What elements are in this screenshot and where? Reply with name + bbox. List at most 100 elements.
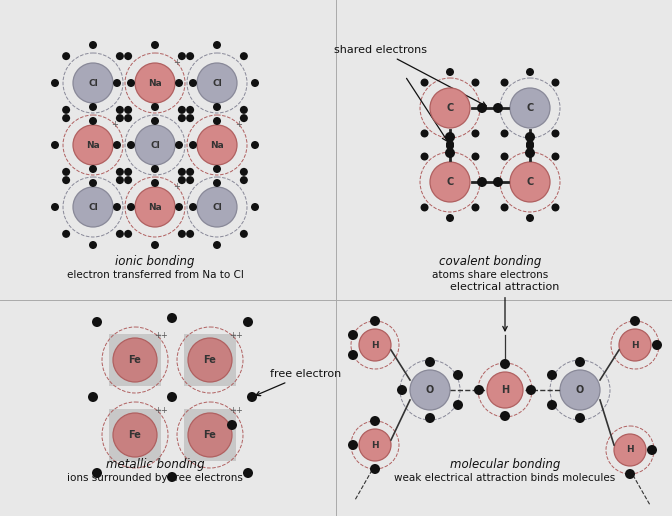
Circle shape [410, 370, 450, 410]
Circle shape [477, 177, 487, 187]
Circle shape [73, 187, 113, 227]
Circle shape [189, 79, 197, 87]
Circle shape [62, 106, 70, 114]
Circle shape [175, 79, 183, 87]
Circle shape [370, 416, 380, 426]
Circle shape [251, 203, 259, 211]
FancyBboxPatch shape [109, 334, 161, 386]
Circle shape [359, 429, 391, 461]
Circle shape [92, 317, 102, 327]
Circle shape [188, 413, 232, 457]
Circle shape [213, 41, 221, 49]
Circle shape [552, 203, 560, 212]
Circle shape [175, 203, 183, 211]
Circle shape [135, 125, 175, 165]
Text: +: + [173, 182, 180, 191]
Circle shape [197, 187, 237, 227]
Circle shape [189, 141, 197, 149]
Circle shape [500, 411, 510, 421]
Circle shape [501, 130, 509, 137]
Circle shape [88, 392, 98, 402]
Circle shape [501, 153, 509, 160]
Circle shape [167, 472, 177, 482]
Circle shape [446, 214, 454, 222]
Circle shape [560, 370, 600, 410]
Circle shape [421, 203, 429, 212]
Text: metallic bonding: metallic bonding [106, 458, 204, 471]
Circle shape [526, 214, 534, 222]
Circle shape [526, 385, 536, 395]
Circle shape [453, 400, 463, 410]
Text: Cl: Cl [88, 202, 98, 212]
Text: ++: ++ [229, 331, 243, 340]
Text: Fe: Fe [128, 355, 141, 365]
Circle shape [547, 370, 557, 380]
Circle shape [116, 230, 124, 238]
FancyBboxPatch shape [184, 409, 236, 461]
Circle shape [127, 141, 135, 149]
Circle shape [240, 52, 248, 60]
Circle shape [113, 79, 121, 87]
Circle shape [178, 176, 186, 184]
Circle shape [116, 106, 124, 114]
Text: electrical attraction: electrical attraction [450, 282, 560, 331]
Circle shape [630, 316, 640, 326]
Text: Na: Na [86, 140, 100, 150]
Text: shared electrons: shared electrons [333, 45, 487, 106]
Text: Fe: Fe [204, 355, 216, 365]
Circle shape [178, 114, 186, 122]
Circle shape [446, 68, 454, 76]
Circle shape [73, 125, 113, 165]
Circle shape [247, 392, 257, 402]
Circle shape [500, 359, 510, 369]
Circle shape [251, 141, 259, 149]
Text: C: C [526, 103, 534, 113]
Circle shape [370, 316, 380, 326]
Circle shape [89, 165, 97, 173]
Circle shape [251, 79, 259, 87]
Circle shape [113, 141, 121, 149]
Text: H: H [626, 445, 634, 455]
Circle shape [445, 148, 455, 158]
Text: free electron: free electron [256, 369, 341, 396]
Circle shape [213, 241, 221, 249]
Circle shape [240, 106, 248, 114]
Circle shape [453, 370, 463, 380]
Circle shape [151, 41, 159, 49]
Circle shape [89, 103, 97, 111]
Circle shape [127, 203, 135, 211]
Text: Na: Na [210, 140, 224, 150]
Circle shape [124, 168, 132, 176]
Circle shape [51, 79, 59, 87]
FancyBboxPatch shape [109, 409, 161, 461]
Text: H: H [371, 441, 379, 449]
Circle shape [525, 148, 535, 158]
Text: Na: Na [148, 78, 162, 88]
Text: weak electrical attraction binds molecules: weak electrical attraction binds molecul… [394, 473, 616, 483]
Circle shape [127, 79, 135, 87]
Circle shape [493, 103, 503, 113]
Circle shape [474, 385, 484, 395]
Text: atoms share electrons: atoms share electrons [432, 270, 548, 280]
Text: Cl: Cl [150, 140, 160, 150]
Circle shape [197, 63, 237, 103]
Circle shape [151, 241, 159, 249]
Circle shape [124, 176, 132, 184]
Circle shape [62, 176, 70, 184]
Circle shape [619, 329, 651, 361]
Circle shape [487, 372, 523, 408]
Circle shape [348, 330, 358, 340]
Text: electron transferred from Na to Cl: electron transferred from Na to Cl [67, 270, 243, 280]
Circle shape [62, 52, 70, 60]
Circle shape [370, 464, 380, 474]
Circle shape [510, 162, 550, 202]
Circle shape [477, 103, 487, 113]
Circle shape [213, 117, 221, 125]
Circle shape [526, 68, 534, 76]
Text: Na: Na [148, 202, 162, 212]
Circle shape [625, 469, 635, 479]
Text: ions surrounded by free electrons: ions surrounded by free electrons [67, 473, 243, 483]
Circle shape [197, 125, 237, 165]
Circle shape [243, 468, 253, 478]
Circle shape [552, 130, 560, 137]
